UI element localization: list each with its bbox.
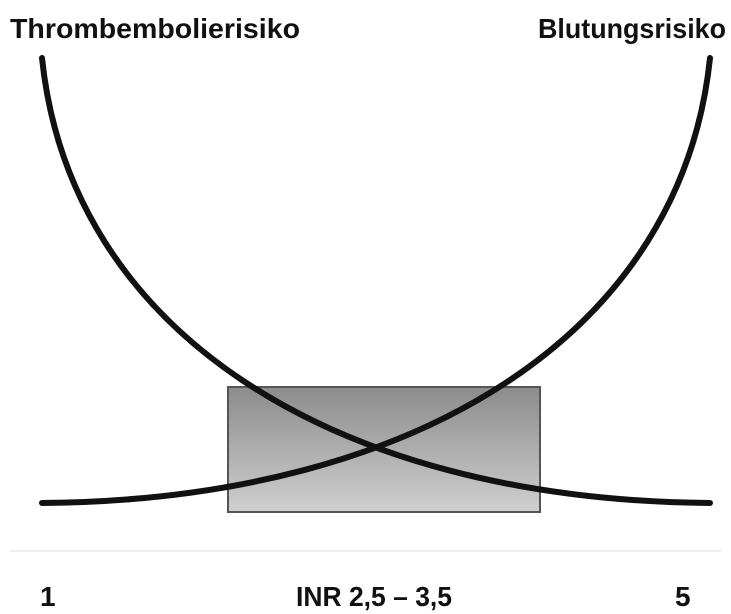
axis-center-label: INR 2,5 – 3,5 [296, 581, 452, 612]
bleeding-curve [39, 55, 713, 506]
left-label: Thrombembolierisiko [10, 13, 300, 44]
right-label: Blutungsrisiko [538, 13, 726, 44]
axis-min-label: 1 [40, 581, 56, 612]
axis-max-label: 5 [675, 581, 691, 612]
thromboembolism-curve [39, 55, 713, 506]
